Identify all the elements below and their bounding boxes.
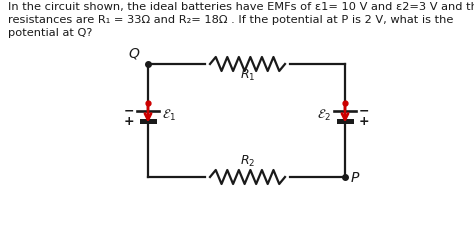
Text: potential at Q?: potential at Q? <box>8 28 92 38</box>
Text: In the circuit shown, the ideal batteries have EMFs of ε1= 10 V and ε2=3 V and t: In the circuit shown, the ideal batterie… <box>8 2 474 12</box>
Text: −: − <box>124 105 134 117</box>
Text: $\mathcal{E}_2$: $\mathcal{E}_2$ <box>318 107 331 123</box>
Text: $Q$: $Q$ <box>128 46 140 61</box>
Text: +: + <box>123 114 134 128</box>
Text: $P$: $P$ <box>350 170 360 184</box>
Text: $R_2$: $R_2$ <box>240 153 255 168</box>
Text: $\mathcal{E}_1$: $\mathcal{E}_1$ <box>162 107 176 123</box>
Text: $R_1$: $R_1$ <box>240 68 255 83</box>
Text: −: − <box>359 105 370 117</box>
Text: resistances are R₁ = 33Ω and R₂= 18Ω . If the potential at P is 2 V, what is the: resistances are R₁ = 33Ω and R₂= 18Ω . I… <box>8 15 453 25</box>
Text: +: + <box>359 114 370 128</box>
